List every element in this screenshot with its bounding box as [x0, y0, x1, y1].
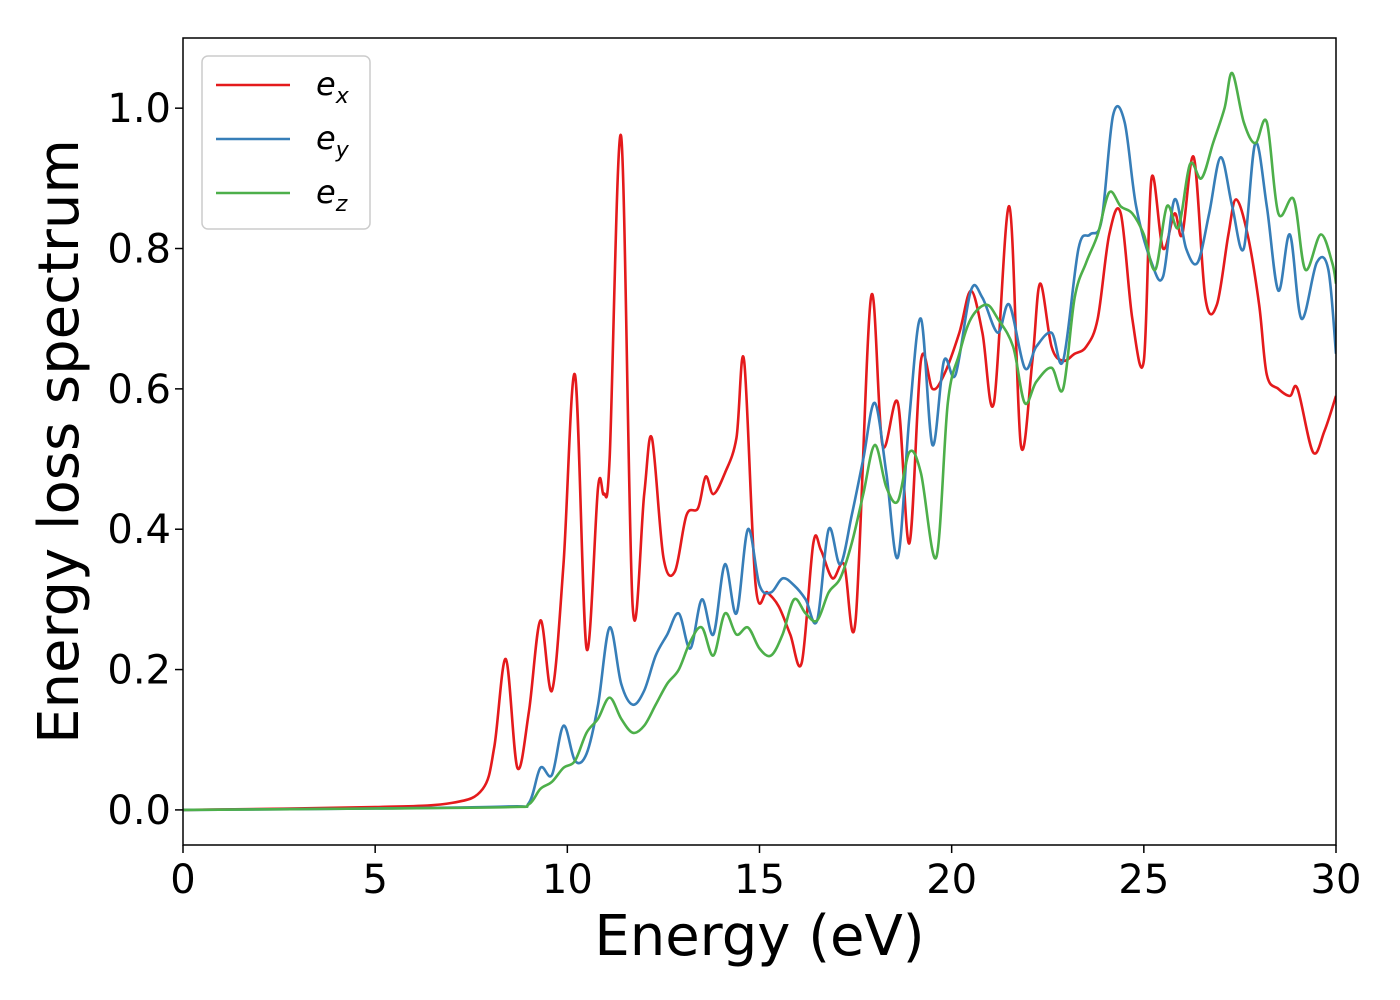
legend-label-subscript: z — [335, 192, 348, 217]
y-axis-ticks: 0.0 0.2 0.4 0.6 0.8 1.0 — [107, 86, 183, 834]
x-tick-label: 5 — [362, 857, 387, 903]
legend-label-base: e — [316, 119, 336, 157]
x-tick-label: 30 — [1311, 857, 1362, 903]
y-tick-label: 0.6 — [107, 367, 171, 413]
x-tick-label: 15 — [734, 857, 785, 903]
plot-area — [182, 37, 1337, 846]
x-tick-label: 25 — [1118, 857, 1169, 903]
x-tick-label: 20 — [926, 857, 977, 903]
legend-label-x: ex — [316, 65, 350, 109]
x-tick-label: 0 — [170, 857, 195, 903]
series-layer — [183, 71, 1336, 812]
legend-label-z: ez — [316, 173, 348, 217]
y-axis-label: Energy loss spectrum — [27, 139, 92, 744]
series-line-z — [183, 71, 1336, 812]
plot-background — [183, 38, 1336, 845]
legend-label-y: ey — [316, 119, 350, 163]
y-tick-label: 0.2 — [107, 648, 171, 694]
series-line-y — [183, 104, 1336, 812]
legend-label-subscript: y — [335, 138, 350, 163]
x-axis-label: Energy (eV) — [594, 904, 924, 969]
x-axis-ticks: 0 5 10 15 20 25 30 — [170, 845, 1361, 903]
y-tick-label: 0.8 — [107, 227, 171, 273]
legend-label-base: e — [316, 65, 336, 103]
x-tick-label: 10 — [542, 857, 593, 903]
legend-label-base: e — [316, 173, 336, 211]
y-tick-label: 0.0 — [107, 788, 171, 834]
legend-label-subscript: x — [335, 84, 350, 109]
legend-box — [201, 55, 371, 230]
y-tick-label: 1.0 — [107, 86, 171, 132]
y-tick-label: 0.4 — [107, 507, 171, 553]
